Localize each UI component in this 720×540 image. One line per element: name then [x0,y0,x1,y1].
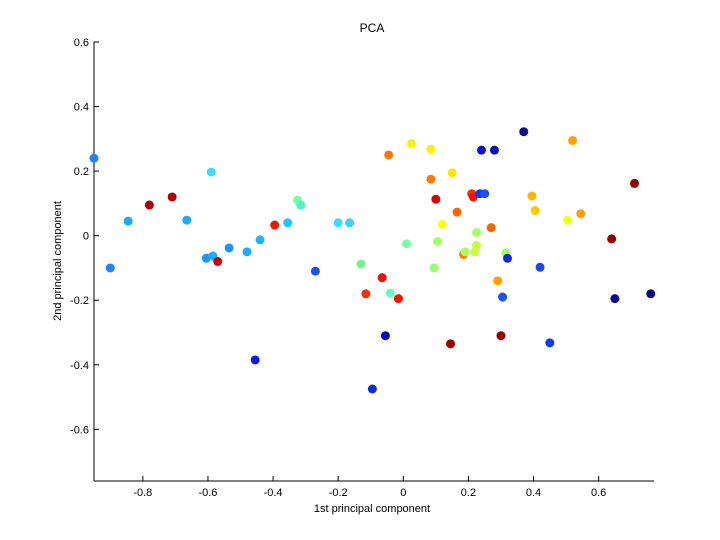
x-tick-label: -0.8 [133,487,152,499]
scatter-point [206,167,216,177]
chart-title: PCA [360,21,385,35]
scatter-point [242,247,252,257]
scatter-point [480,189,490,199]
scatter-point [527,191,537,201]
scatter-point [270,220,280,230]
scatter-point [123,216,133,226]
scatter-point [250,355,260,365]
scatter-point [385,288,395,298]
y-tick-label: -0.4 [70,360,89,372]
scatter-point [144,200,154,210]
scatter-point [384,150,394,160]
scatter-point [429,263,439,273]
y-tick-label: 0.4 [74,102,89,114]
scatter-point [472,227,482,237]
scatter-point [283,218,293,228]
scatter-point [545,338,555,348]
scatter-point [437,219,447,229]
x-axis-title: 1st principal component [314,503,430,515]
scatter-point [380,331,390,341]
scatter-point [476,145,486,155]
x-tick-label: 0.4 [526,487,541,499]
data-points [89,127,656,394]
x-tick-label: 0.6 [591,487,606,499]
scatter-point [393,294,403,304]
scatter-point [496,331,506,341]
scatter-point [629,178,639,188]
scatter-point [426,174,436,184]
y-tick-label: 0.6 [74,37,89,49]
scatter-point [563,215,573,225]
scatter-point [472,240,482,250]
y-axis-title: 2nd principal component [52,201,64,321]
scatter-point [105,263,115,273]
plot-area: -0.8 -0.6 -0.4 -0.2 0 0.2 0.4 0.6 -0.6 -0.4 -0.2 0… [70,37,656,499]
scatter-point [310,266,320,276]
scatter-point [535,262,545,272]
scatter-point [213,257,223,266]
scatter-point [452,207,462,217]
scatter-point [432,236,442,246]
scatter-point [486,223,496,233]
scatter-point [377,273,387,283]
scatter-point [447,168,457,178]
scatter-point [576,209,586,219]
scatter-point [610,294,620,304]
scatter-point [431,194,441,204]
scatter-point [89,153,99,163]
scatter-point [530,205,540,215]
scatter-point [356,259,366,269]
scatter-point [182,215,192,225]
scatter-point [167,192,177,202]
x-axis-ticks: -0.8 -0.6 -0.4 -0.2 0 0.2 0.4 0.6 [133,476,606,499]
scatter-point [489,145,499,155]
scatter-point [646,289,656,299]
scatter-point [361,289,371,299]
scatter-point [224,243,234,253]
x-tick-label: 0 [400,487,406,499]
scatter-point [367,384,377,394]
scatter-point [498,292,508,302]
scatter-point [446,339,456,349]
x-tick-label: -0.6 [198,487,217,499]
scatter-point [406,139,416,149]
scatter-point [255,235,265,245]
y-tick-label: -0.6 [70,424,89,436]
scatter-point [345,218,355,228]
y-tick-label: 0 [83,231,89,243]
scatter-point [296,200,306,210]
scatter-point [460,247,470,257]
y-tick-label: 0.2 [74,166,89,178]
y-tick-label: -0.2 [70,295,89,307]
x-tick-label: 0.2 [461,487,476,499]
y-axis-ticks: -0.6 -0.4 -0.2 0 0.2 0.4 0.6 [70,37,99,436]
x-tick-label: -0.2 [329,487,348,499]
scatter-point [607,234,617,244]
scatter-point [502,253,512,263]
scatter-point [333,218,343,228]
scatter-point [568,135,578,145]
scatter-point [519,127,529,137]
scatter-point [402,239,412,249]
scatter-point [426,144,436,154]
x-tick-label: -0.4 [264,487,283,499]
scatter-point [493,276,503,286]
